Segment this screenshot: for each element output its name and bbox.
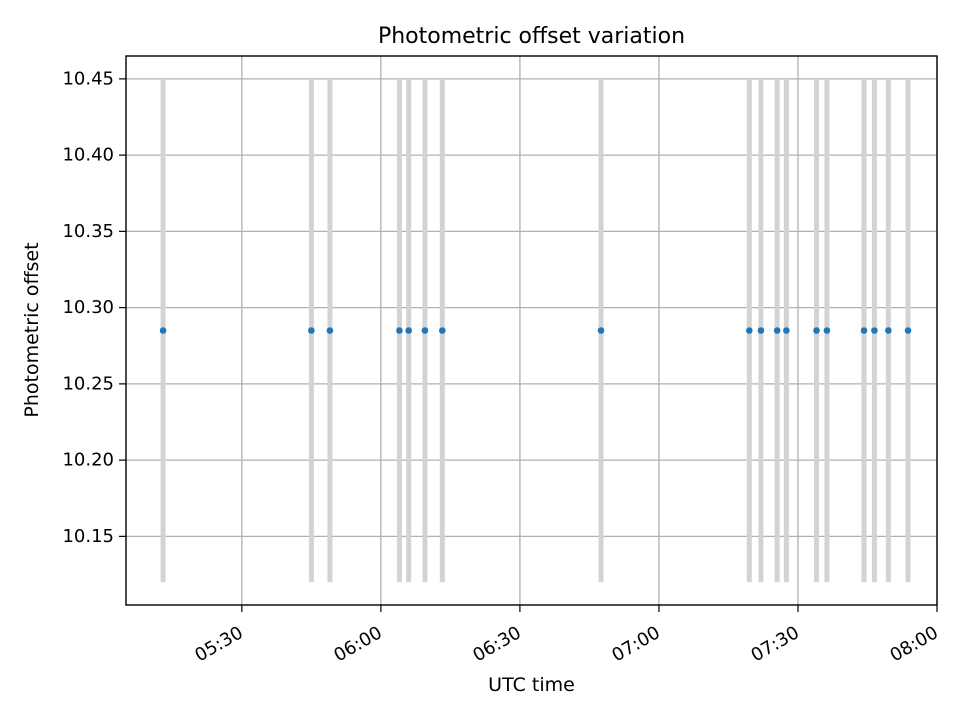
y-tick-label: 10.30 <box>62 297 114 318</box>
data-point <box>396 327 403 334</box>
data-point <box>885 327 892 334</box>
data-point <box>308 327 315 334</box>
data-point <box>597 327 605 334</box>
data-point <box>773 327 781 334</box>
data-point <box>871 327 878 334</box>
data-point <box>823 327 831 334</box>
data-point <box>757 327 765 334</box>
data-point <box>813 327 820 334</box>
y-tick-label: 10.25 <box>62 373 114 394</box>
tick-layer: 05:30 06:00 06:30 07:00 07:30 08:00 10.15 10.20… <box>62 68 941 666</box>
data-point <box>860 327 868 334</box>
y-tick-label: 10.45 <box>62 68 114 89</box>
error-bar-layer <box>160 78 911 583</box>
x-axis-title: UTC time <box>488 674 575 696</box>
data-point <box>904 327 912 334</box>
data-point <box>405 327 412 334</box>
data-point <box>326 327 334 334</box>
x-tick-label: 07:30 <box>747 622 802 666</box>
data-point <box>746 327 753 334</box>
y-tick-label: 10.40 <box>62 145 114 166</box>
y-tick-label: 10.15 <box>62 526 114 547</box>
x-tick-label: 06:30 <box>469 622 524 666</box>
x-tick-label: 05:30 <box>191 622 246 666</box>
data-point <box>421 327 429 334</box>
x-tick-label: 07:00 <box>608 622 663 666</box>
point-layer <box>159 327 912 334</box>
x-tick-label: 08:00 <box>886 622 941 666</box>
y-axis-title: Photometric offset <box>21 242 43 417</box>
plot-frame <box>125 55 938 606</box>
y-tick-label: 10.20 <box>62 450 114 471</box>
x-tick-label: 06:00 <box>330 622 385 666</box>
data-point <box>438 327 446 334</box>
data-point <box>783 327 790 334</box>
chart-title: Photometric offset variation <box>378 24 685 49</box>
y-tick-label: 10.35 <box>62 221 114 242</box>
data-point <box>159 327 167 334</box>
